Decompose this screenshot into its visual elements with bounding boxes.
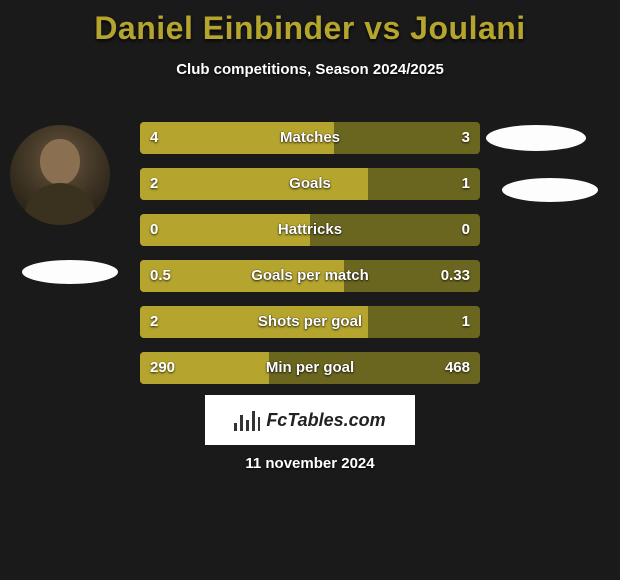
stat-value-right: 1 <box>462 168 470 200</box>
stat-bar-left <box>140 306 368 338</box>
stat-bar-left <box>140 122 334 154</box>
stat-row: 4Matches3 <box>140 122 480 154</box>
stat-value-right: 0 <box>462 214 470 246</box>
brand-logo[interactable]: FcTables.com <box>205 395 415 445</box>
stat-row: 2Goals1 <box>140 168 480 200</box>
player-left-avatar <box>10 125 110 225</box>
brand-text: FcTables.com <box>266 410 385 431</box>
stat-value-right: 0.33 <box>441 260 470 292</box>
stat-bar-left <box>140 168 368 200</box>
stat-value-right: 3 <box>462 122 470 154</box>
stat-row: 2Shots per goal1 <box>140 306 480 338</box>
stat-bar-left <box>140 260 344 292</box>
stat-row: 0.5Goals per match0.33 <box>140 260 480 292</box>
page-title: Daniel Einbinder vs Joulani <box>0 0 620 47</box>
stat-row: 290Min per goal468 <box>140 352 480 384</box>
stat-value-right: 1 <box>462 306 470 338</box>
date-label: 11 november 2024 <box>0 455 620 472</box>
stat-value-right: 468 <box>445 352 470 384</box>
subtitle: Club competitions, Season 2024/2025 <box>0 61 620 78</box>
comparison-card: Daniel Einbinder vs Joulani Club competi… <box>0 0 620 580</box>
stat-bar-left <box>140 214 310 246</box>
stat-bar-left <box>140 352 269 384</box>
stat-row: 0Hattricks0 <box>140 214 480 246</box>
chart-icon <box>234 409 260 431</box>
stats-panel: 4Matches3 2Goals1 0Hattricks0 0.5Goals per … <box>140 122 480 398</box>
player-right-avatar <box>486 125 586 151</box>
player-left-flag <box>22 260 118 284</box>
player-right-flag <box>502 178 598 202</box>
